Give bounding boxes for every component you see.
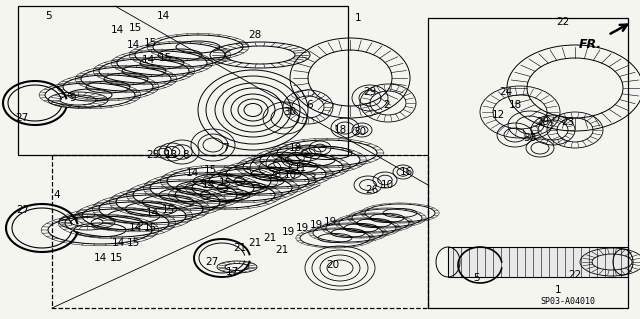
Text: 15: 15 (204, 165, 216, 175)
Text: 21: 21 (234, 243, 246, 253)
Text: 10: 10 (284, 170, 296, 180)
Text: 24: 24 (499, 87, 513, 97)
Text: 16: 16 (399, 167, 413, 177)
Text: 22: 22 (556, 17, 570, 27)
Text: 14: 14 (186, 168, 198, 178)
Text: 28: 28 (248, 30, 262, 40)
Text: 25: 25 (147, 150, 159, 160)
Text: 19: 19 (282, 227, 294, 237)
FancyBboxPatch shape (448, 247, 628, 277)
Text: 15: 15 (218, 178, 232, 188)
Text: 23: 23 (561, 117, 575, 127)
Text: 30: 30 (284, 107, 296, 117)
Text: 1: 1 (355, 13, 362, 23)
Text: 14: 14 (110, 25, 124, 35)
Text: 19: 19 (309, 220, 323, 230)
Text: 14: 14 (126, 40, 140, 50)
Text: 18: 18 (289, 143, 301, 153)
Text: 7: 7 (221, 143, 228, 153)
Text: 18: 18 (508, 100, 522, 110)
Text: 15: 15 (143, 223, 157, 233)
Text: 20: 20 (326, 260, 340, 270)
Text: 3: 3 (308, 173, 316, 183)
Text: 18: 18 (333, 125, 347, 135)
Text: 15: 15 (126, 238, 140, 248)
Text: 14: 14 (129, 223, 141, 233)
Text: 14: 14 (141, 55, 155, 65)
Text: 15: 15 (109, 253, 123, 263)
Text: 14: 14 (111, 238, 125, 248)
Text: 29: 29 (536, 117, 550, 127)
Text: 13: 13 (164, 150, 178, 160)
Text: 21: 21 (248, 238, 262, 248)
Text: 14: 14 (145, 208, 159, 218)
Text: 26: 26 (268, 170, 282, 180)
Text: 29: 29 (364, 87, 376, 97)
Text: 5: 5 (45, 11, 51, 21)
Text: 14: 14 (202, 180, 214, 190)
Text: 22: 22 (568, 270, 582, 280)
Text: 11: 11 (293, 163, 307, 173)
Text: 9: 9 (70, 93, 76, 103)
Text: 17: 17 (225, 267, 239, 277)
Text: 10: 10 (380, 180, 394, 190)
Text: 8: 8 (182, 150, 189, 160)
Text: 30: 30 (353, 127, 367, 137)
Text: 4: 4 (54, 190, 60, 200)
Text: 15: 15 (158, 53, 172, 63)
Text: 15: 15 (143, 38, 157, 48)
Text: 27: 27 (15, 113, 29, 123)
Text: 14: 14 (156, 11, 170, 21)
Text: 21: 21 (264, 233, 276, 243)
Text: 1: 1 (555, 285, 561, 295)
Text: 2: 2 (384, 100, 390, 110)
Text: 30: 30 (524, 133, 536, 143)
Text: FR.: FR. (579, 38, 602, 51)
Text: 21: 21 (275, 245, 289, 255)
Text: 5: 5 (473, 273, 479, 283)
Text: 26: 26 (365, 185, 379, 195)
Text: 14: 14 (93, 253, 107, 263)
Text: SP03-A04010: SP03-A04010 (540, 297, 595, 306)
Text: 19: 19 (323, 217, 337, 227)
Text: 15: 15 (129, 23, 141, 33)
Text: 27: 27 (17, 205, 29, 215)
Text: 27: 27 (205, 257, 219, 267)
Text: 6: 6 (307, 100, 314, 110)
Text: 19: 19 (296, 223, 308, 233)
Text: 15: 15 (161, 205, 175, 215)
Text: 12: 12 (492, 110, 504, 120)
